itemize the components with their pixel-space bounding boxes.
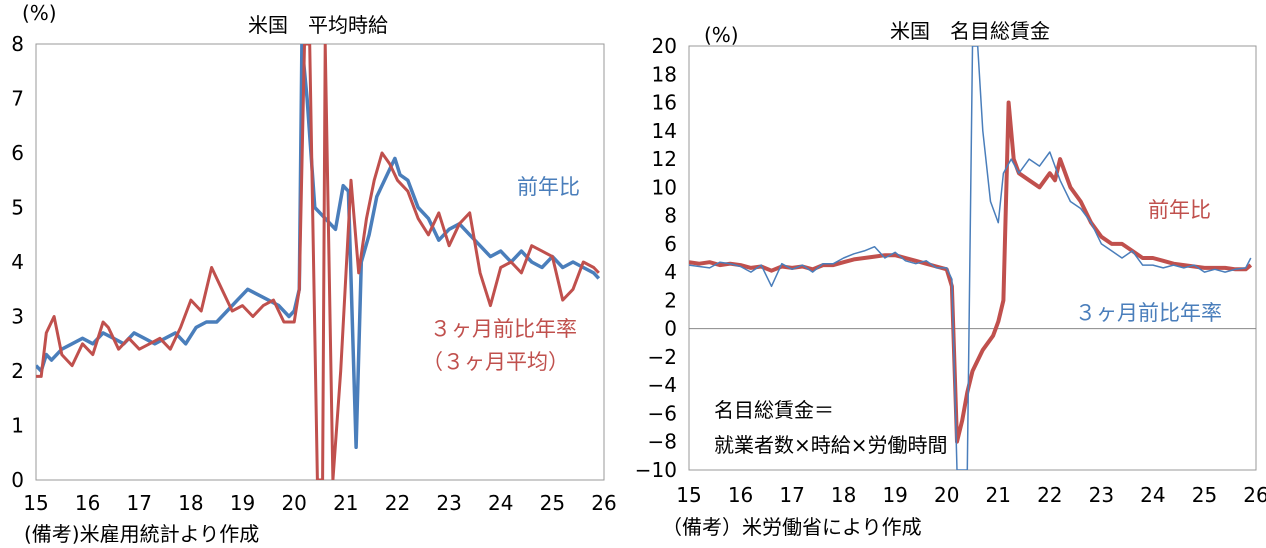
right-x-tick-label: 20: [934, 483, 959, 507]
right-x-tick-label: 26: [1243, 483, 1266, 507]
right-y-tick-label: 16: [652, 91, 677, 115]
left-x-tick-label: 22: [385, 491, 410, 515]
right-y-tick-label: −6: [648, 401, 677, 425]
right-y-tick-label: 18: [652, 62, 677, 86]
left-y-tick-label: 2: [11, 359, 24, 383]
right-y-tick-label: 2: [664, 288, 677, 312]
right-y-tick-label: −4: [648, 373, 677, 397]
right-label-3m: ３ヶ月前比年率: [1075, 301, 1222, 325]
left-y-tick-label: 8: [11, 32, 24, 56]
left-x-tick-label: 21: [333, 491, 358, 515]
right-x-tick-label: 16: [728, 483, 753, 507]
left-series-line-1: [36, 44, 600, 480]
right-series-line-1: [689, 46, 1252, 470]
right-x-tick-label: 24: [1140, 483, 1165, 507]
right-y-tick-label: 12: [652, 147, 677, 171]
right-chart: (%) 米国 名目総賃金 −10−8−6−4−20246810121416182…: [635, 19, 1266, 539]
right-y-tick-label: 8: [664, 204, 677, 228]
left-x-tick-label: 24: [488, 491, 513, 515]
left-x-tick-label: 17: [127, 491, 152, 515]
right-y-tick-label: 14: [652, 119, 677, 143]
right-annotation-2: 就業者数×時給×労働時間: [714, 433, 948, 457]
left-label-yoy: 前年比: [517, 175, 580, 199]
left-y-tick-label: 6: [11, 141, 24, 165]
right-x-tick-label: 21: [986, 483, 1011, 507]
right-y-tick-label: 6: [664, 232, 677, 256]
right-x-tick-label: 18: [831, 483, 856, 507]
right-y-tick-label: 10: [652, 175, 677, 199]
right-label-yoy: 前年比: [1148, 198, 1211, 222]
right-x-tick-label: 15: [676, 483, 701, 507]
left-label-3m-1: ３ヶ月前比年率: [430, 317, 577, 341]
right-y-tick-label: 20: [652, 34, 677, 58]
left-series-line-0: [36, 44, 601, 450]
left-chart-title: 米国 平均時給: [248, 13, 388, 37]
left-y-tick-label: 5: [11, 196, 24, 220]
left-x-tick-label: 16: [75, 491, 100, 515]
right-annotation-1: 名目総賃金＝: [714, 398, 834, 422]
right-x-tick-label: 23: [1089, 483, 1114, 507]
left-x-tick-label: 25: [540, 491, 565, 515]
left-x-tick-label: 20: [281, 491, 306, 515]
left-x-tick-label: 26: [591, 491, 616, 515]
right-source-note: （備考）米労働省により作成: [662, 515, 922, 539]
right-x-tick-label: 19: [882, 483, 907, 507]
right-y-tick-label: 4: [664, 260, 677, 284]
right-y-unit: (%): [704, 23, 739, 47]
left-x-tick-label: 23: [436, 491, 461, 515]
left-y-tick-label: 4: [11, 250, 24, 274]
right-series-line-0: [689, 100, 1253, 444]
right-chart-title: 米国 名目総賃金: [890, 19, 1050, 43]
right-x-tick-label: 25: [1192, 483, 1217, 507]
right-y-tick-label: −8: [648, 430, 677, 454]
left-y-tick-label: 7: [11, 87, 24, 111]
left-label-3m-2: （３ヶ月平均）: [422, 350, 569, 374]
left-x-tick-label: 19: [230, 491, 255, 515]
left-y-tick-label: 1: [11, 414, 24, 438]
right-y-tick-label: 0: [664, 317, 677, 341]
left-source-note: (備考)米雇用統計より作成: [24, 522, 259, 546]
right-x-tick-label: 22: [1037, 483, 1062, 507]
left-y-unit: (%): [22, 1, 57, 25]
left-x-tick-label: 15: [23, 491, 48, 515]
right-x-tick-label: 17: [779, 483, 804, 507]
left-plot-frame: [35, 43, 605, 481]
right-y-tick-label: −2: [648, 345, 677, 369]
left-x-tick-label: 18: [178, 491, 203, 515]
right-y-tick-label: −10: [635, 458, 677, 482]
left-y-tick-label: 3: [11, 305, 24, 329]
left-y-tick-label: 0: [11, 468, 24, 492]
